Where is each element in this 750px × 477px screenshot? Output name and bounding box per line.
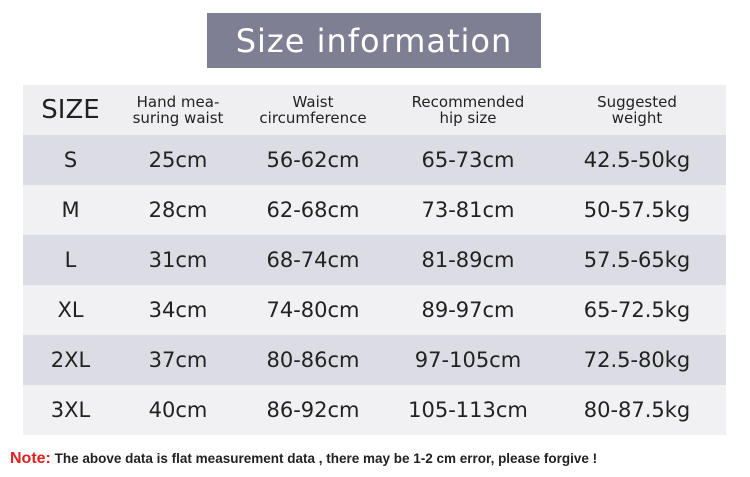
table-row: L 31cm 68-74cm 81-89cm 57.5-65kg (23, 235, 726, 285)
table-cell: M (61, 198, 80, 222)
table-cell: 80-86cm (266, 348, 360, 372)
table-cell: 57.5-65kg (583, 248, 691, 272)
table-cell: 65-73cm (421, 148, 515, 172)
table-cell: 68-74cm (266, 248, 360, 272)
column-header: Suggested weight (597, 93, 677, 127)
table-cell: 25cm (148, 148, 208, 172)
table-cell: 89-97cm (421, 298, 515, 322)
table-cell: 37cm (148, 348, 208, 372)
table-cell: 86-92cm (266, 398, 360, 422)
table-cell: 80-87.5kg (583, 398, 691, 422)
table-cell: 72.5-80kg (583, 348, 691, 372)
table-cell: 62-68cm (266, 198, 360, 222)
table-cell: 40cm (148, 398, 208, 422)
table-cell: 81-89cm (421, 248, 515, 272)
table-cell: 28cm (148, 198, 208, 222)
table-row: 3XL 40cm 86-92cm 105-113cm 80-87.5kg (23, 385, 726, 435)
table-cell: 42.5-50kg (583, 148, 691, 172)
table-header-row: SIZE Hand mea- suring waist Waist circumfe… (23, 85, 726, 135)
table-row: S 25cm 56-62cm 65-73cm 42.5-50kg (23, 135, 726, 185)
table-cell: S (63, 148, 78, 172)
table-cell: 2XL (50, 348, 91, 372)
table-cell: XL (57, 298, 84, 322)
note-text: The above data is flat measurement data … (50, 451, 598, 466)
table-cell: 56-62cm (266, 148, 360, 172)
column-header: SIZE (41, 95, 100, 125)
table-cell: L (64, 248, 77, 272)
page-title: Size information (207, 13, 541, 68)
table-cell: 34cm (148, 298, 208, 322)
note: Note: The above data is flat measurement… (10, 450, 597, 468)
table-cell: 105-113cm (408, 398, 528, 422)
note-label: Note: (10, 450, 51, 467)
table-cell: 65-72.5kg (583, 298, 691, 322)
table-cell: 50-57.5kg (583, 198, 691, 222)
table-cell: 73-81cm (421, 198, 515, 222)
table-row: M 28cm 62-68cm 73-81cm 50-57.5kg (23, 185, 726, 235)
table-cell: 74-80cm (266, 298, 360, 322)
table-row: XL 34cm 74-80cm 89-97cm 65-72.5kg (23, 285, 726, 335)
table-cell: 31cm (148, 248, 208, 272)
column-header: Waist circumference (259, 93, 367, 127)
size-table: SIZE Hand mea- suring waist Waist circumfe… (23, 85, 726, 435)
column-header: Hand mea- suring waist (132, 93, 224, 127)
table-row: 2XL 37cm 80-86cm 97-105cm 72.5-80kg (23, 335, 726, 385)
column-header: Recommended hip size (411, 93, 525, 127)
table-cell: 97-105cm (414, 348, 522, 372)
table-cell: 3XL (50, 398, 91, 422)
